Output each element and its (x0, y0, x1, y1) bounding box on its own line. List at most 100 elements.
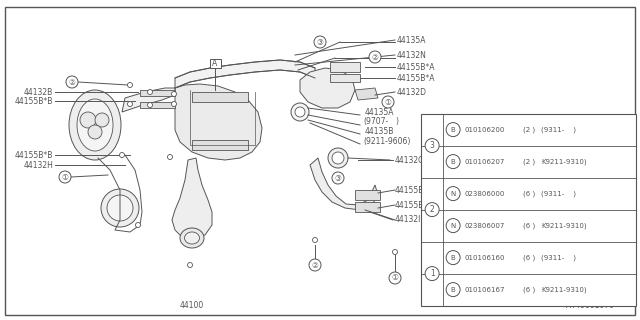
Text: K9211-9310): K9211-9310) (541, 286, 587, 293)
Text: 44132I: 44132I (395, 215, 421, 225)
Text: (2 ): (2 ) (523, 158, 535, 165)
Ellipse shape (172, 101, 177, 107)
Polygon shape (300, 68, 355, 108)
Text: 44135A: 44135A (397, 36, 426, 44)
Polygon shape (355, 202, 380, 212)
Ellipse shape (332, 152, 344, 164)
Circle shape (309, 259, 321, 271)
Polygon shape (175, 60, 315, 88)
Ellipse shape (101, 189, 139, 227)
Text: ③: ③ (335, 173, 341, 182)
Ellipse shape (69, 90, 121, 160)
Text: ①: ① (392, 274, 399, 283)
Circle shape (446, 251, 460, 265)
Text: 023806007: 023806007 (464, 223, 504, 228)
Polygon shape (355, 190, 380, 200)
Text: 2: 2 (429, 205, 435, 214)
Polygon shape (140, 90, 175, 96)
Circle shape (425, 139, 439, 153)
Ellipse shape (188, 262, 193, 268)
Text: ③: ③ (317, 37, 323, 46)
Text: 44135B: 44135B (365, 126, 394, 135)
Text: 44155B*B: 44155B*B (395, 186, 433, 195)
Circle shape (446, 155, 460, 169)
Circle shape (446, 123, 460, 137)
Ellipse shape (77, 99, 113, 151)
Text: (9311-    ): (9311- ) (541, 126, 576, 133)
Text: 010106200: 010106200 (464, 127, 504, 132)
Text: 44132B: 44132B (24, 87, 53, 97)
Text: (6 ): (6 ) (523, 254, 536, 261)
Circle shape (446, 187, 460, 201)
Text: (9211-9606): (9211-9606) (363, 137, 410, 146)
Text: N: N (451, 191, 456, 196)
Polygon shape (310, 158, 378, 210)
Polygon shape (330, 62, 360, 72)
Text: ②: ② (68, 77, 76, 86)
Ellipse shape (107, 195, 133, 221)
Text: ): ) (395, 116, 398, 125)
Circle shape (66, 76, 78, 88)
Text: 44155B*A: 44155B*A (397, 74, 435, 83)
Polygon shape (172, 158, 212, 238)
Circle shape (314, 36, 326, 48)
Bar (209, 59, 221, 68)
Text: B: B (451, 255, 456, 260)
Polygon shape (175, 84, 262, 160)
Text: 44132H: 44132H (23, 161, 53, 170)
Ellipse shape (80, 112, 96, 128)
Ellipse shape (127, 83, 132, 87)
Ellipse shape (136, 222, 141, 228)
Circle shape (446, 219, 460, 233)
Text: 44155B*B: 44155B*B (15, 97, 53, 106)
Text: A: A (212, 59, 218, 68)
Text: B: B (451, 159, 456, 164)
Text: 44155B*A: 44155B*A (397, 62, 435, 71)
Text: 44132D: 44132D (397, 87, 427, 97)
Text: N: N (451, 223, 456, 228)
Text: 44132N: 44132N (397, 51, 427, 60)
Ellipse shape (180, 228, 204, 248)
Ellipse shape (88, 125, 102, 139)
Text: B: B (451, 287, 456, 292)
Polygon shape (192, 140, 248, 150)
Text: ①: ① (385, 98, 392, 107)
Circle shape (446, 283, 460, 297)
Text: 010106207: 010106207 (464, 159, 504, 164)
Text: 010106167: 010106167 (464, 287, 504, 292)
Ellipse shape (147, 102, 152, 108)
Text: B: B (451, 127, 456, 132)
Polygon shape (192, 92, 248, 102)
Ellipse shape (147, 90, 152, 94)
Ellipse shape (120, 153, 125, 157)
Ellipse shape (127, 101, 132, 107)
Text: 3: 3 (429, 141, 435, 150)
Text: 44155B*B: 44155B*B (395, 201, 433, 210)
Text: ①: ① (61, 172, 68, 181)
Ellipse shape (95, 113, 109, 127)
Circle shape (59, 171, 71, 183)
Ellipse shape (168, 155, 173, 159)
Text: (6 ): (6 ) (523, 286, 536, 293)
Text: ②: ② (372, 52, 378, 61)
Ellipse shape (392, 250, 397, 254)
Circle shape (389, 272, 401, 284)
Text: (6 ): (6 ) (523, 222, 536, 229)
Text: K9211-9310): K9211-9310) (541, 222, 587, 229)
Text: 44135A: 44135A (365, 108, 394, 116)
Text: ②: ② (312, 260, 319, 269)
Ellipse shape (312, 237, 317, 243)
Text: 44132C: 44132C (395, 156, 424, 164)
Text: (9311-    ): (9311- ) (541, 190, 576, 197)
Ellipse shape (184, 232, 200, 244)
Text: (9707-: (9707- (363, 116, 388, 125)
Text: A440001070: A440001070 (566, 301, 615, 310)
Circle shape (332, 172, 344, 184)
Circle shape (382, 96, 394, 108)
Text: (6 ): (6 ) (523, 190, 536, 197)
Ellipse shape (172, 92, 177, 97)
Ellipse shape (328, 148, 348, 168)
Text: (2 ): (2 ) (523, 126, 535, 133)
Text: 010106160: 010106160 (464, 255, 504, 260)
Circle shape (425, 267, 439, 281)
